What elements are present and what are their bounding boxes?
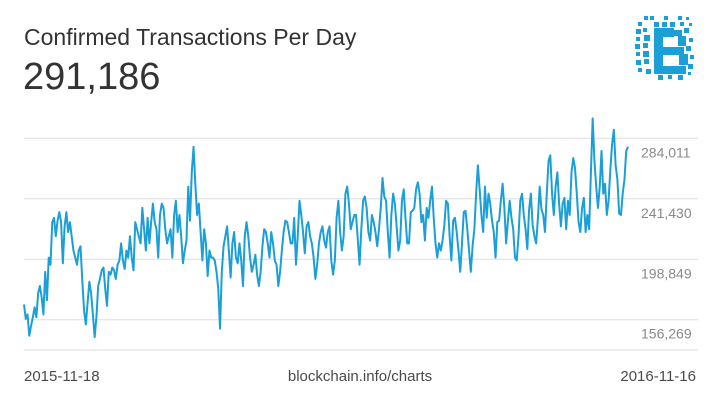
headline-value: 291,186 — [23, 56, 161, 98]
chart-title: Confirmed Transactions Per Day — [24, 24, 357, 50]
y-tick-label: 156,269 — [641, 326, 692, 342]
x-start-label: 2015-11-18 — [24, 368, 100, 385]
y-tick-label: 198,849 — [641, 265, 692, 281]
source-link[interactable]: blockchain.info/charts — [287, 368, 433, 385]
y-tick-labels: 156,269 198,849 241,430 284,011 — [641, 144, 692, 341]
plot-area — [23, 117, 629, 339]
y-tick-label: 241,430 — [641, 205, 692, 221]
series-line — [23, 117, 629, 339]
grid-lines — [24, 137, 698, 351]
blockchain-logo-icon[interactable] — [634, 14, 696, 82]
y-tick-label: 284,011 — [641, 144, 691, 160]
x-end-label: 2016-11-16 — [620, 368, 696, 385]
